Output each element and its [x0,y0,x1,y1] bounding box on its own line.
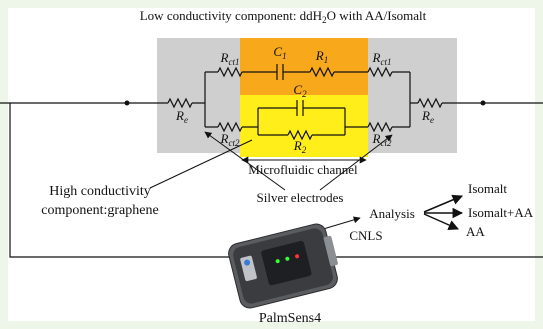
device-label: PalmSens4 [259,311,321,326]
output-label: AA [466,224,485,239]
output-label: Isomalt [468,181,507,196]
output-label: Isomalt+AA [468,205,534,220]
high-conductivity-label: component:graphene [41,203,158,218]
low-conductivity-region [240,38,368,95]
cnls-label: CNLS [349,228,382,243]
analysis-label: Analysis [369,206,415,221]
high-conductivity-label: High conductivity [49,184,151,199]
title: Low conductivity component: ddH2O with A… [140,8,427,25]
electrodes-label: Silver electrodes [257,190,344,205]
diagram: Low conductivity component: ddH2O with A… [0,0,543,329]
